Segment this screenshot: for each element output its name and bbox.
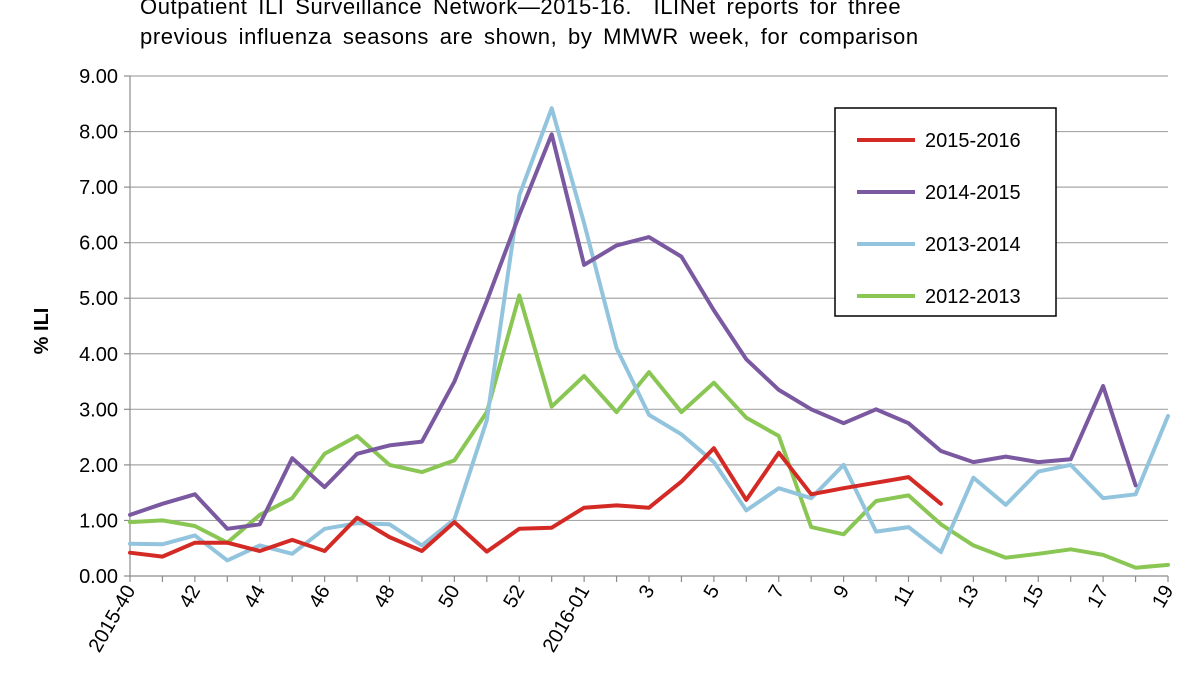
y-axis-label: % ILI <box>31 308 53 355</box>
x-tick-label: 5 <box>700 582 725 603</box>
y-tick-label: 5.00 <box>79 288 118 310</box>
legend-label: 2012-2013 <box>925 286 1021 308</box>
y-tick-label: 8.00 <box>79 122 118 144</box>
y-tick-label: 1.00 <box>79 510 118 532</box>
x-tick-label: 46 <box>305 582 335 612</box>
x-tick-label: 7 <box>764 582 789 603</box>
y-axis-ticks: 0.00 1.00 2.00 3.00 4.00 5.00 6.00 7.00 8.00 9.00 <box>79 66 130 588</box>
legend: 2015-2016 2014-2015 2013-2014 2012-2013 <box>834 107 1057 317</box>
legend-label: 2015-2016 <box>925 130 1021 152</box>
x-tick-label: 15 <box>1018 582 1048 612</box>
y-tick-label: 9.00 <box>79 66 118 88</box>
x-tick-label: 52 <box>499 582 529 612</box>
legend-label: 2014-2015 <box>925 182 1021 204</box>
x-tick-label: 9 <box>829 582 854 603</box>
x-tick-label: 19 <box>1148 582 1178 612</box>
x-tick-label: 50 <box>435 582 465 612</box>
x-tick-label: 42 <box>175 582 205 612</box>
series-lines <box>128 106 1170 570</box>
x-tick-label: 3 <box>635 582 660 603</box>
chart-title: Outpatient ILI Surveillance Network—2015… <box>140 0 1140 52</box>
chart-title-line-2: previous influenza seasons are shown, by… <box>140 24 919 49</box>
gridlines <box>130 75 1168 577</box>
x-tick-label: 44 <box>240 582 270 612</box>
y-tick-label: 0.00 <box>79 566 118 588</box>
x-tick-label: 17 <box>1083 582 1113 612</box>
series-line-2015-2016 <box>128 446 943 559</box>
legend-box <box>834 107 1057 317</box>
x-tick-label: 13 <box>954 582 984 612</box>
y-tick-label: 3.00 <box>79 399 118 421</box>
x-tick-label: 11 <box>889 582 918 611</box>
x-tick-label: 2016-01 <box>539 582 595 657</box>
x-tick-label: 48 <box>370 582 400 612</box>
y-tick-label: 4.00 <box>79 344 118 366</box>
chart-title-line-1: Outpatient ILI Surveillance Network—2015… <box>140 0 902 19</box>
x-axis-ticks: 2015-40 42 44 46 48 50 52 2016-01 3 5 7 9 11 13 15 17 19 <box>85 576 1178 657</box>
legend-label: 2013-2014 <box>925 234 1021 256</box>
y-tick-label: 7.00 <box>79 177 118 199</box>
series-line-2012-2013 <box>128 293 1170 570</box>
series-line-2014-2015 <box>128 132 1138 531</box>
y-tick-label: 2.00 <box>79 455 118 477</box>
y-tick-label: 6.00 <box>79 233 118 255</box>
x-tick-label: 2015-40 <box>85 582 141 657</box>
